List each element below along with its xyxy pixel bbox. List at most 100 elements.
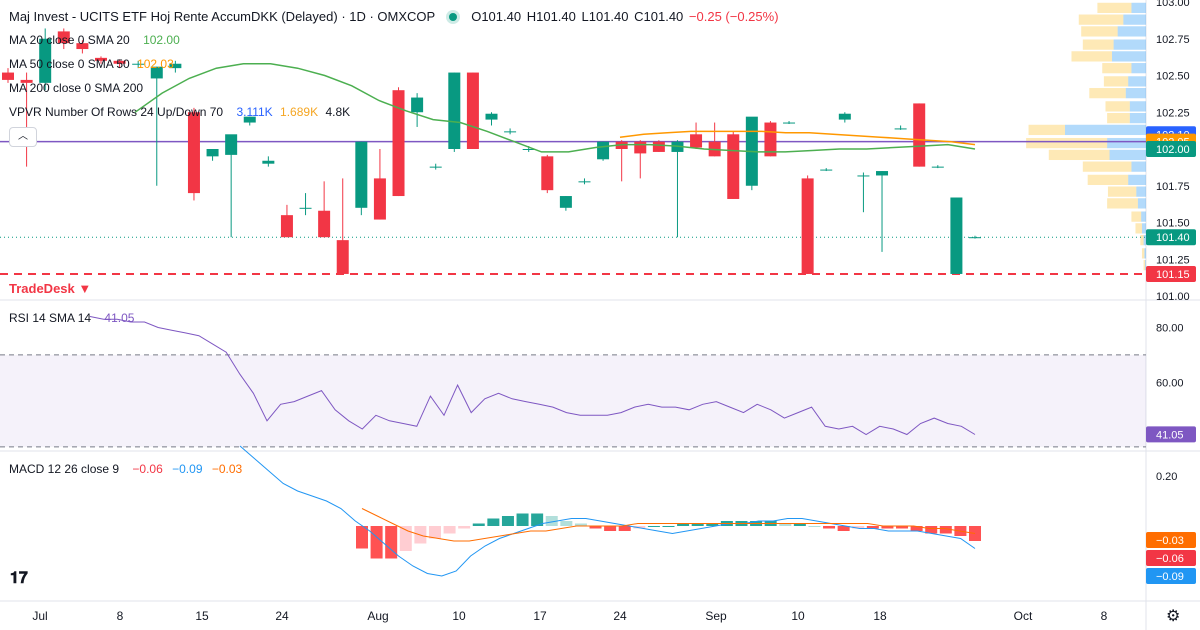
volume-profile-up-bar [1123, 14, 1146, 25]
macd-histogram-bar [662, 526, 675, 527]
macd-histogram-bar [706, 523, 719, 526]
macd-histogram-bar [531, 513, 544, 526]
ma20-legend[interactable]: MA 20 close 0 SMA 20 102.00 [9, 33, 180, 47]
time-tick-label: 17 [533, 609, 547, 623]
candle-body [485, 113, 498, 120]
time-tick-label: 10 [452, 609, 466, 623]
macd-signal-value: −0.03 [211, 462, 243, 476]
candle-body [652, 141, 665, 152]
price-badge [1146, 141, 1196, 157]
macd-badge-label: −0.09 [1156, 571, 1184, 583]
volume-profile-down-bar [1143, 260, 1146, 271]
time-tick-label: 8 [1101, 609, 1108, 623]
candle-body [541, 156, 554, 191]
candle-body [336, 240, 349, 274]
volume-profile-down-bar [1026, 137, 1108, 149]
volume-profile-up-bar [1129, 101, 1146, 112]
macd-legend[interactable]: MACD 12 26 close 9 −0.06 −0.09 −0.03 [9, 462, 242, 476]
ma20-line [134, 62, 976, 153]
ohlc-readout: O101.40 H101.40 L101.40 C101.40 −0.25 (−… [471, 9, 780, 24]
volume-profile-up-bar [1143, 235, 1146, 246]
macd-histogram-bar [808, 526, 821, 527]
candle-body [504, 131, 517, 133]
candle-body [299, 207, 312, 209]
macd-badge [1146, 568, 1196, 584]
macd-tick-label: 0.20 [1156, 471, 1177, 483]
macd-signal-line [361, 508, 976, 542]
volume-profile-down-bar [1107, 198, 1138, 209]
volume-profile-down-bar [1131, 211, 1142, 222]
price-badge [1146, 229, 1196, 246]
candle-body [39, 38, 52, 83]
rsi-value: 41.05 [104, 311, 135, 325]
macd-line-value: −0.09 [172, 462, 203, 476]
candle-body [169, 63, 182, 69]
macd-histogram-bar [385, 526, 398, 559]
close-value: C101.40 [634, 9, 684, 24]
candle-body [411, 97, 424, 113]
macd-histogram-bar [691, 523, 704, 526]
volume-profile-up-bar [1107, 137, 1146, 149]
ma50-value: 102.03 [137, 57, 174, 71]
price-tick-label: 101.00 [1156, 291, 1190, 303]
volume-profile-up-bar [1129, 113, 1146, 124]
candle-body [969, 237, 981, 239]
price-tick-label: 102.75 [1156, 34, 1190, 46]
volume-profile-down-bar [1048, 149, 1110, 161]
ma200-legend[interactable]: MA 200 close 0 SMA 200 [9, 81, 143, 95]
triangle-down-icon: ▼ [78, 281, 92, 296]
ma50-line [619, 130, 976, 146]
macd-histogram-bar [779, 523, 792, 526]
macd-histogram-bar [472, 523, 485, 526]
time-tick-label: 10 [791, 609, 805, 623]
gear-icon[interactable]: ⚙ [1166, 608, 1181, 625]
candle-body [634, 141, 647, 154]
volume-profile-down-bar [1082, 161, 1132, 172]
candle-body [206, 149, 219, 157]
volume-profile-up-bar [1117, 26, 1146, 37]
volume-profile-down-bar [1071, 51, 1112, 62]
volume-profile-down-bar [1135, 223, 1142, 234]
macd-histogram-bar [443, 526, 456, 534]
macd-histogram-bar [560, 521, 573, 526]
volume-profile-up-bar [1111, 51, 1146, 62]
rsi-badge-label: 41.05 [1156, 429, 1184, 441]
candle-body [559, 196, 572, 208]
volume-profile-down-bar [1141, 248, 1145, 259]
ma20-label: MA 20 close 0 SMA 20 [9, 33, 130, 47]
price-tick-label: 102.50 [1156, 71, 1190, 83]
volume-profile-down-bar [1082, 39, 1114, 50]
rsi-legend[interactable]: RSI 14 SMA 14 41.05 [9, 311, 134, 325]
time-tick-label: Jul [32, 609, 47, 623]
chevron-up-icon: ︿ [18, 131, 28, 142]
macd-badge [1146, 532, 1196, 548]
vpvr-legend[interactable]: VPVR Number Of Rows 24 Up/Down 70 3.111K… [9, 105, 350, 119]
macd-histogram-bar [823, 526, 836, 529]
rsi-badge [1146, 426, 1196, 443]
macd-histogram-bar [925, 526, 938, 534]
macd-histogram-bar [370, 526, 383, 559]
rsi-tick-label: 80.00 [1156, 322, 1184, 334]
candle-body [894, 128, 907, 130]
price-badge-label: 101.15 [1156, 269, 1190, 281]
market-status-icon [449, 12, 458, 21]
candle-body [280, 215, 293, 238]
rsi-line [89, 316, 976, 436]
candle-body [466, 72, 479, 149]
ma50-legend[interactable]: MA 50 close 0 SMA 50 102.03 [9, 57, 174, 71]
collapse-legend-button[interactable]: ︿ [9, 127, 37, 147]
macd-histogram-bar [458, 526, 471, 529]
change-value: −0.25 (−0.25%) [688, 9, 779, 24]
macd-histogram-bar [633, 526, 646, 529]
ma50-label: MA 50 close 0 SMA 50 [9, 57, 130, 71]
tradedesk-tag[interactable]: TradeDesk ▼ [9, 281, 91, 296]
macd-histogram-bar [618, 526, 631, 531]
macd-histogram-bar [647, 526, 660, 527]
tradingview-logo-icon[interactable]: 𝟏𝟕 [10, 570, 28, 587]
candle-body [225, 134, 238, 155]
time-tick-label: Aug [367, 609, 388, 623]
macd-histogram-bar [399, 526, 412, 551]
symbol-title[interactable]: Maj Invest - UCITS ETF Hoj Rente AccumDK… [9, 9, 436, 24]
volume-profile-down-bar [1087, 174, 1129, 185]
